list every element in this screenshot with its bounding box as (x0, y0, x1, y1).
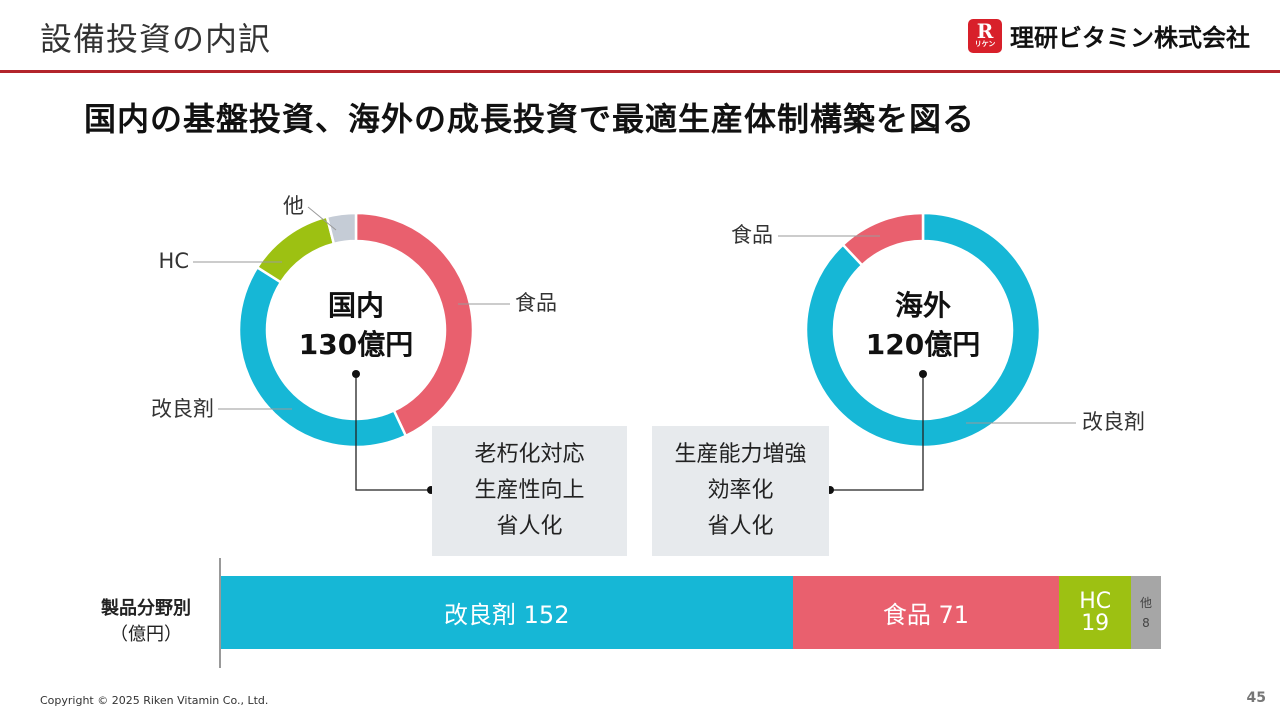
copyright: Copyright © 2025 Riken Vitamin Co., Ltd. (40, 694, 269, 707)
donut0-slice-2 (255, 215, 336, 285)
logo-mark-sub: リケン (974, 40, 996, 48)
company-name: 理研ビタミン株式会社 (1010, 24, 1250, 52)
stack-segment-1: 食品 71 (792, 576, 1060, 649)
stack-segment-0: 改良剤 152 (221, 576, 793, 649)
stack-segment-value: 19 (1081, 610, 1110, 636)
stack-segment-name: HC (1079, 588, 1112, 614)
donut0-connector (355, 374, 431, 491)
logo: R リケン 理研ビタミン株式会社 (968, 18, 1250, 53)
stacked-bar: 改良剤 152 食品 71 HC 19 他 8 (221, 576, 1161, 649)
title-rule (0, 70, 1280, 73)
donut0-center-label: 国内 (328, 289, 384, 322)
callout-overseas-line: 効率化 (707, 478, 774, 503)
donut0-leader-line (307, 206, 337, 231)
headline: 国内の基盤投資、海外の成長投資で最適生産体制構築を図る (84, 100, 976, 138)
donut1-slice-label: 改良剤 (1082, 410, 1145, 434)
callout-overseas-line: 生産能力増強 (674, 442, 807, 467)
stack-label: 製品分野別 （億円） (76, 596, 216, 648)
donut0-slice-label: 他 (283, 194, 304, 218)
donut1-slice-1 (841, 211, 925, 267)
page-number: 45 (1246, 690, 1266, 706)
donut1-slice-0 (804, 211, 1042, 449)
donut1-slice-label: 食品 (731, 223, 773, 247)
donut0-slice-0 (354, 211, 475, 438)
logo-mark-icon: R リケン (968, 18, 1002, 53)
donut1-center-label: 海外 (895, 289, 951, 322)
stack-label-title: 製品分野別 (101, 598, 191, 619)
callout-domestic: 老朽化対応 生産性向上 省人化 (432, 426, 627, 556)
callout-domestic-line: 生産性向上 (474, 478, 585, 503)
donut0-slice-label: HC (159, 249, 189, 273)
donut0-center-label: 130億円 (299, 328, 413, 361)
callout-domestic-line: 老朽化対応 (474, 442, 585, 467)
donut0-slice-label: 改良剤 (151, 397, 214, 421)
donut0-connector-dot (352, 370, 360, 378)
donut1-connector (830, 374, 924, 491)
stack-segment-label: 改良剤 152 (444, 601, 570, 629)
stack-segment-name: 他 (1139, 595, 1152, 610)
donut0-slice-3 (325, 211, 358, 246)
callout-overseas: 生産能力増強 効率化 省人化 (652, 426, 829, 556)
stack-segment-2: HC 19 (1059, 576, 1131, 649)
stack-segment-value: 8 (1142, 615, 1150, 630)
donut1-center-label: 120億円 (866, 328, 980, 361)
donut1-connector-dot (919, 370, 927, 378)
page-title: 設備投資の内訳 (40, 20, 272, 58)
donut0-slice-label: 食品 (515, 291, 557, 315)
stack-segment-label: 食品 71 (882, 601, 970, 629)
stack-label-unit: （億円） (110, 624, 182, 645)
stack-axis (219, 558, 221, 668)
logo-mark-letter: R (976, 19, 994, 43)
callout-domestic-line: 省人化 (496, 514, 563, 539)
callout-overseas-line: 省人化 (707, 514, 774, 539)
